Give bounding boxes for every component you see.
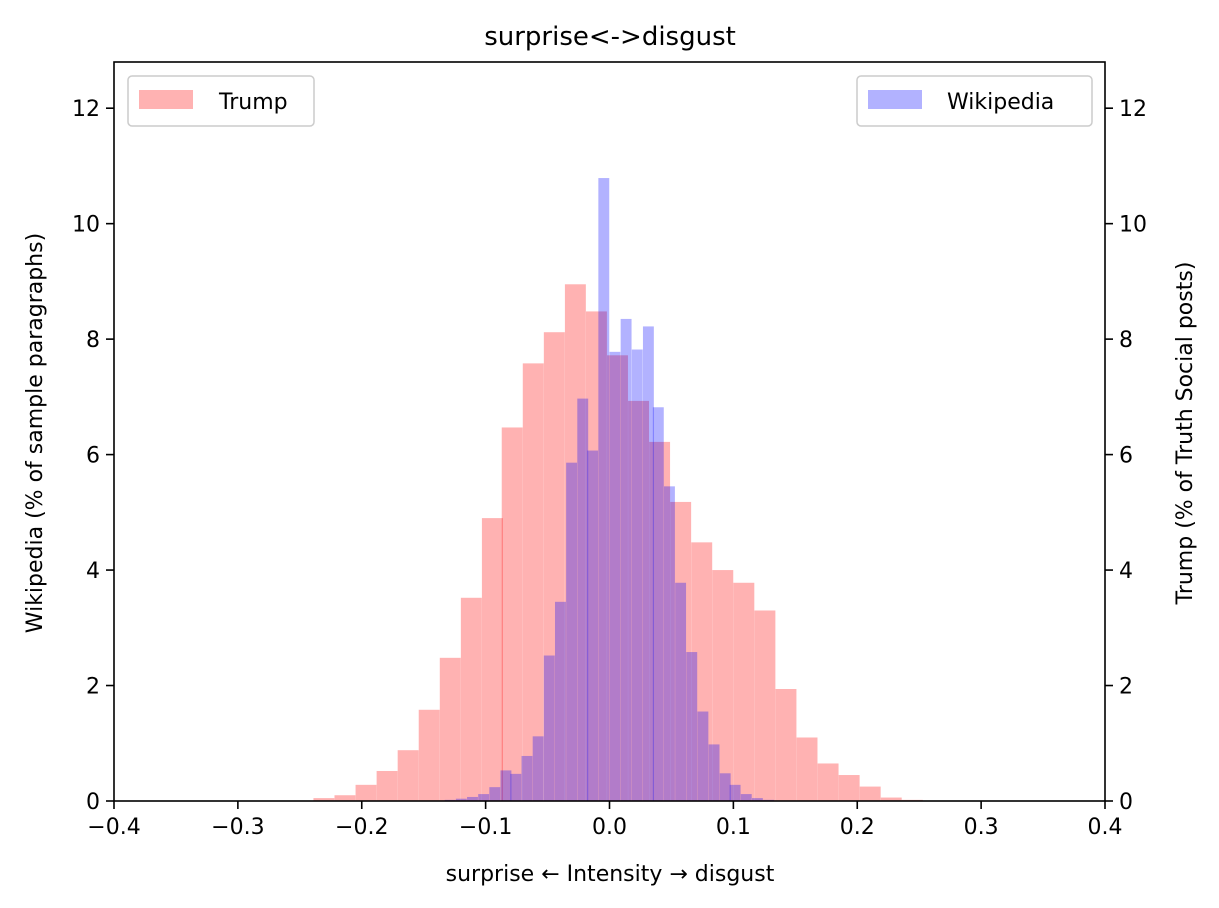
legend-trump-label: Trump [218, 90, 288, 115]
legend-trump-swatch [139, 90, 193, 109]
trump-bar-27 [880, 797, 902, 801]
legend-wikipedia-swatch [868, 90, 922, 109]
trump-bar-0 [313, 798, 335, 801]
wikipedia-bar-12 [577, 398, 589, 801]
wikipedia-bar-23 [697, 711, 709, 801]
y-right-tick-label-3: 6 [1119, 444, 1133, 469]
x-tick-label-2: −0.2 [335, 815, 388, 840]
wikipedia-bar-13 [587, 450, 599, 801]
x-tick-label-8: 0.4 [1088, 815, 1123, 840]
y-left-tick-label-6: 12 [72, 97, 100, 122]
trump-bar-22 [775, 688, 797, 801]
y-left-tick-label-5: 10 [72, 213, 100, 238]
trump-bar-1 [334, 795, 356, 801]
y-right-tick-label-6: 12 [1119, 97, 1147, 122]
wikipedia-bar-20 [664, 486, 675, 801]
x-tick-label-3: −0.1 [459, 815, 512, 840]
x-tick-label-0: −0.4 [87, 815, 140, 840]
legend-trump: Trump [127, 75, 315, 127]
wikipedia-bar-14 [598, 178, 610, 802]
trump-bar-2 [355, 784, 377, 801]
legend-wikipedia-label: Wikipedia [947, 90, 1054, 115]
wikipedia-bar-22 [686, 652, 698, 801]
trump-bar-25 [838, 775, 860, 801]
y-right-tick-label-0: 0 [1119, 790, 1133, 815]
x-tick-label-5: 0.1 [716, 815, 751, 840]
wikipedia-bar-26 [729, 784, 741, 801]
trump-bar-3 [376, 770, 398, 801]
trump-bar-19 [712, 570, 734, 801]
x-tick-label-6: 0.2 [840, 815, 875, 840]
wikipedia-bar-18 [642, 326, 654, 801]
wikipedia-bar-6 [510, 773, 522, 801]
wikipedia-bar-9 [543, 655, 555, 801]
y-right-tick-label-1: 2 [1119, 675, 1133, 700]
wikipedia-bar-16 [620, 318, 632, 801]
wikipedia-bars [444, 178, 775, 802]
x-axis-ticks: −0.4 −0.3 −0.2 −0.1 0.0 0.1 0.2 0.3 0.4 [87, 801, 1123, 840]
y-left-tick-label-4: 8 [86, 328, 100, 353]
wikipedia-bar-10 [554, 601, 566, 801]
wikipedia-bar-7 [521, 755, 533, 801]
trump-bar-15 [628, 400, 650, 801]
wikipedia-bar-28 [751, 798, 763, 801]
wikipedia-bar-19 [652, 407, 664, 801]
trump-bar-10 [522, 363, 544, 801]
trump-bar-11 [543, 332, 565, 801]
wikipedia-bar-5 [500, 770, 512, 801]
x-tick-label-4: 0.0 [592, 815, 627, 840]
wikipedia-bar-27 [740, 794, 752, 801]
wikipedia-bar-25 [719, 773, 731, 801]
trump-bar-20 [733, 582, 755, 801]
wikipedia-bar-21 [675, 582, 687, 801]
trump-bar-7 [460, 597, 482, 801]
y-left-tick-label-3: 6 [86, 444, 100, 469]
y-right-tick-label-5: 10 [1119, 213, 1147, 238]
trump-bar-9 [501, 427, 523, 801]
wikipedia-bar-2 [467, 796, 478, 801]
trump-bar-8 [481, 518, 503, 801]
wikipedia-bar-1 [455, 798, 467, 801]
trump-bar-23 [796, 737, 818, 801]
y-right-tick-label-2: 4 [1119, 559, 1133, 584]
trump-bar-21 [754, 610, 776, 801]
trump-bar-26 [859, 786, 881, 801]
wikipedia-bar-11 [566, 462, 578, 801]
y-right-tick-label-4: 8 [1119, 328, 1133, 353]
trump-bar-14 [607, 355, 628, 801]
y-axis-left-label: Wikipedia (% of sample paragraphs) [23, 233, 48, 633]
trump-bar-12 [564, 284, 586, 801]
wikipedia-bar-24 [708, 744, 720, 801]
y-left-tick-label-1: 2 [86, 675, 100, 700]
legend-wikipedia-frame [856, 75, 1093, 127]
trump-bar-13 [585, 311, 607, 801]
trump-bar-4 [397, 750, 419, 801]
y-axis-left-ticks: 0 2 4 6 8 10 12 [72, 97, 114, 815]
trump-bar-6 [439, 657, 461, 801]
y-left-tick-label-0: 0 [86, 790, 100, 815]
trump-bar-16 [649, 441, 671, 801]
wikipedia-bar-4 [489, 787, 501, 801]
x-tick-label-1: −0.3 [211, 815, 264, 840]
y-axis-right-ticks: 0 2 4 6 8 10 12 [1105, 97, 1147, 815]
x-tick-label-7: 0.3 [964, 815, 999, 840]
y-axis-right-label: Trump (% of Truth Social posts) [1173, 262, 1198, 606]
trump-bars [313, 284, 923, 801]
wikipedia-bar-8 [532, 736, 544, 801]
x-axis-label: surprise ← Intensity → disgust [446, 862, 775, 887]
legend-trump-frame [127, 75, 315, 127]
wikipedia-bar-15 [609, 351, 621, 801]
wikipedia-bar-3 [478, 794, 490, 801]
y-left-tick-label-2: 4 [86, 559, 100, 584]
trump-bar-5 [418, 709, 440, 801]
trump-bar-24 [817, 763, 839, 801]
legend-wikipedia: Wikipedia [856, 75, 1093, 127]
wikipedia-bar-17 [631, 349, 643, 801]
trump-bar-18 [691, 542, 713, 801]
chart-title: surprise<->disgust [484, 22, 736, 52]
trump-bar-17 [670, 501, 692, 801]
